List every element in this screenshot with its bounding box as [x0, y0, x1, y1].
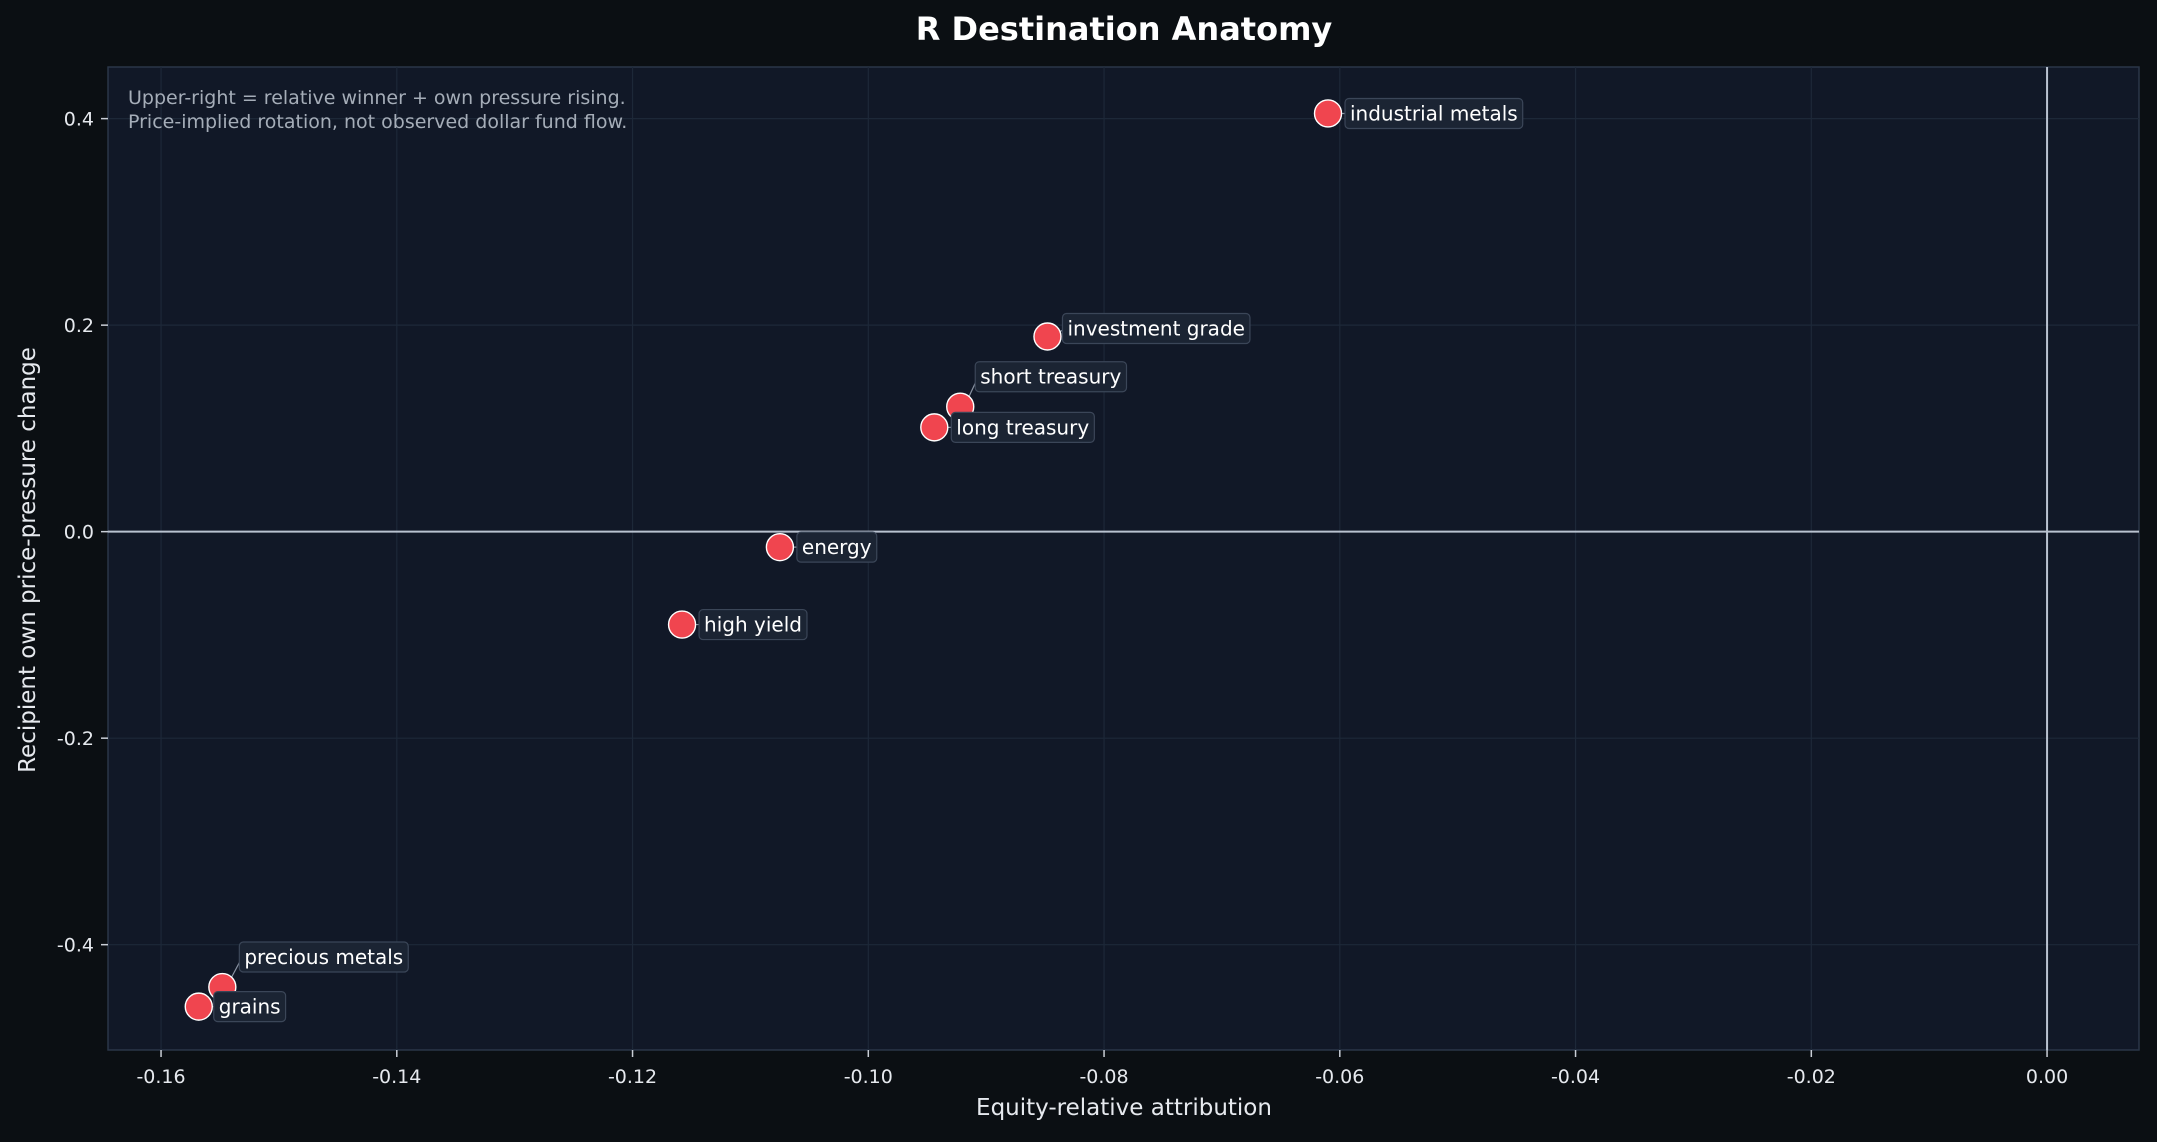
scatter-point — [667, 610, 697, 639]
x-tick-label: -0.06 — [1315, 1066, 1364, 1088]
point-label: precious metals — [244, 945, 403, 969]
scatter-point — [920, 413, 949, 442]
scatter-point — [765, 532, 795, 562]
point-label: grains — [219, 995, 281, 1019]
point-label-box — [950, 411, 1095, 443]
plot-area — [107, 66, 2140, 1051]
axis-ticks: -0.16 -0.14 -0.12 -0.10 -0.08 -0.06 -0.04 -0.02… — [57, 109, 2068, 1088]
point-label: energy — [802, 535, 872, 559]
x-tick-label: -0.08 — [1079, 1066, 1128, 1088]
x-tick-label: 0.00 — [2026, 1066, 2068, 1088]
y-tick-label: -0.2 — [57, 728, 94, 750]
point-grains: grains — [184, 991, 287, 1023]
y-axis-label: Recipient own price-pressure change — [15, 347, 41, 773]
reference-lines — [108, 67, 2139, 1050]
point-label: investment grade — [1067, 316, 1244, 340]
point-label: short treasury — [980, 365, 1121, 389]
x-tick-label: -0.04 — [1551, 1066, 1600, 1088]
y-tick-label: -0.4 — [57, 935, 94, 957]
y-tick-label: 0.2 — [64, 315, 94, 337]
point-energy: energy — [765, 531, 878, 563]
annotation-line-1: Upper-right = relative winner + own pres… — [128, 87, 626, 109]
point-label: long treasury — [956, 415, 1089, 439]
point-industrial-metals: industrial metals — [1313, 97, 1524, 130]
point-label-box — [1344, 97, 1524, 130]
x-tick-label: -0.10 — [844, 1066, 893, 1088]
x-tick-label: -0.02 — [1787, 1066, 1836, 1088]
x-tick-label: -0.12 — [608, 1066, 657, 1088]
point-label: industrial metals — [1350, 101, 1518, 125]
annotation-line-2: Price-implied rotation, not observed dol… — [128, 111, 627, 133]
scatter-point — [1033, 322, 1062, 351]
point-label-box — [974, 361, 1128, 393]
y-tick-label: 0.4 — [64, 109, 94, 131]
point-investment-grade: investment grade — [1033, 312, 1251, 351]
data-points: industrial metals investment grade short t… — [184, 97, 1524, 1023]
x-tick-label: -0.14 — [372, 1066, 421, 1088]
point-label-box — [796, 531, 878, 563]
point-long-treasury: long treasury — [920, 411, 1095, 443]
point-label-box — [698, 608, 808, 641]
point-label-box — [1061, 312, 1251, 345]
y-tick-label: 0.0 — [64, 522, 94, 544]
point-label-box — [213, 991, 287, 1023]
scatter-point — [184, 992, 213, 1021]
point-label: high yield — [704, 613, 802, 637]
point-label-box — [238, 941, 409, 973]
point-short-treasury: short treasury — [946, 361, 1128, 421]
point-high-yield: high yield — [667, 608, 808, 641]
scatter-point — [1313, 99, 1343, 128]
point-precious-metals: precious metals — [208, 941, 409, 1002]
x-axis-label: Equity-relative attribution — [976, 1095, 1272, 1121]
chart-title: R Destination Anatomy — [916, 10, 1333, 48]
x-tick-label: -0.16 — [136, 1066, 185, 1088]
